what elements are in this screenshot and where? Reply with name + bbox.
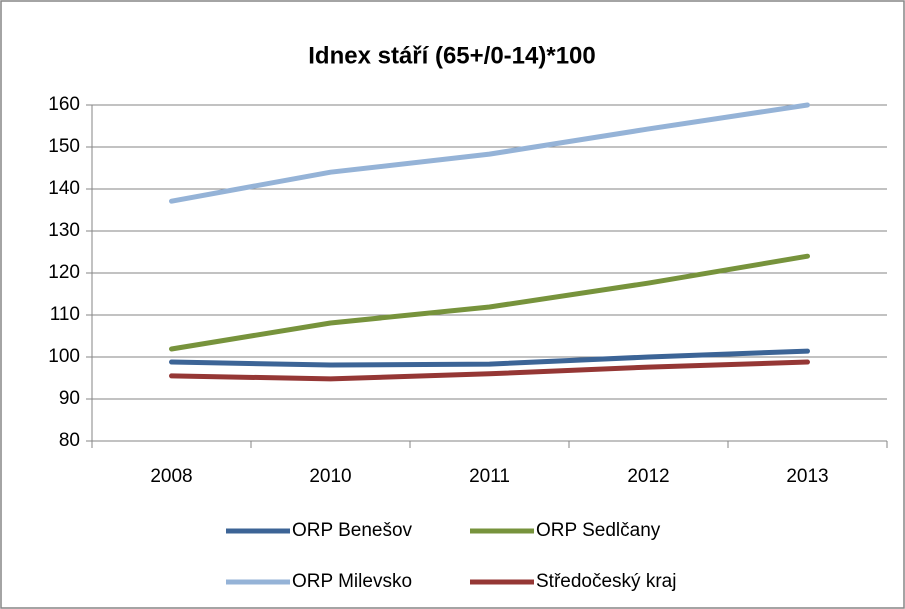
x-tick-label: 2011 — [469, 466, 510, 487]
legend-label: ORP Sedlčany — [536, 520, 661, 541]
line-series — [169, 348, 810, 368]
y-tick-label: 150 — [48, 136, 80, 157]
x-tick-label: 2008 — [150, 466, 192, 487]
legend-label: ORP Benešov — [292, 520, 413, 541]
legend-label: Středočeský kraj — [536, 571, 676, 592]
y-tick-label: 120 — [48, 262, 80, 283]
y-tick-label: 130 — [48, 220, 80, 241]
line-series — [169, 102, 810, 204]
y-tick-label: 140 — [48, 178, 80, 199]
y-tick-label: 110 — [50, 304, 80, 325]
x-tick-label: 2012 — [627, 466, 669, 487]
y-tick-label: 100 — [48, 346, 80, 367]
chart-title: Idnex stáří (65+/0-14)*100 — [308, 42, 596, 69]
y-tick-label: 80 — [59, 430, 80, 451]
x-tick-label: 2010 — [309, 466, 351, 487]
line-series — [169, 359, 810, 382]
x-tick-label: 2013 — [786, 466, 828, 487]
y-tick-label: 90 — [59, 388, 80, 409]
y-tick-label: 160 — [48, 94, 80, 115]
line-series — [169, 253, 810, 352]
legend-label: ORP Milevsko — [292, 571, 412, 592]
